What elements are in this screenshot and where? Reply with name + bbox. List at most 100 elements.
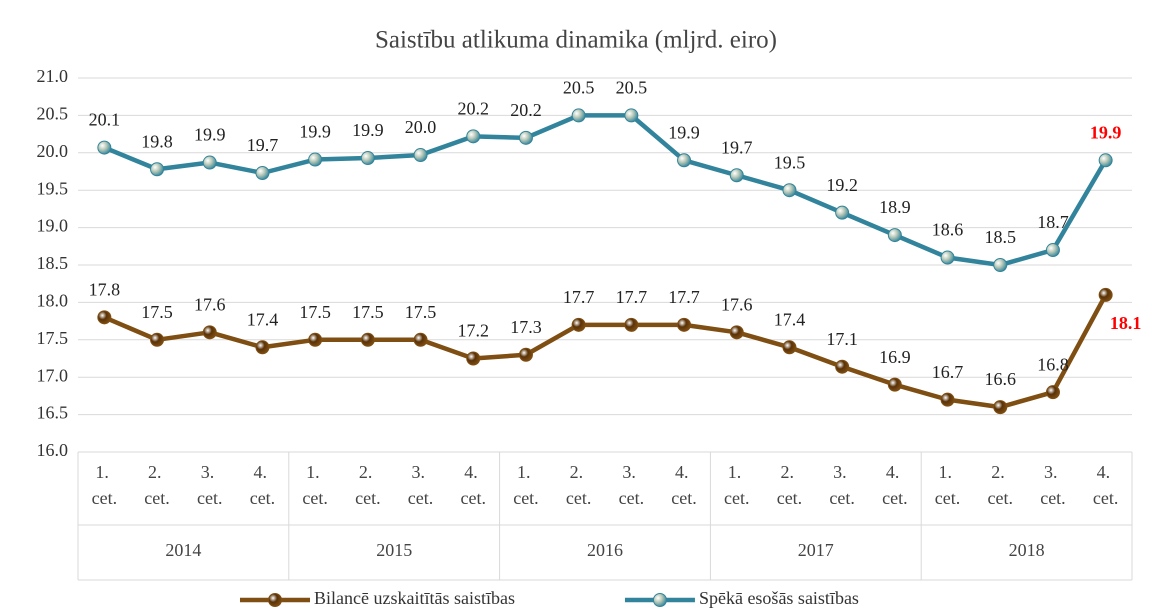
marker xyxy=(624,317,639,332)
marker xyxy=(413,148,428,163)
y-tick-label: 16.0 xyxy=(37,440,69,460)
data-label: 18.1 xyxy=(1110,313,1142,333)
marker xyxy=(202,155,217,170)
data-label: 17.7 xyxy=(616,287,648,307)
x-tick-label: 4. cet. xyxy=(671,462,696,508)
y-tick-label: 20.5 xyxy=(37,104,69,124)
marker xyxy=(308,152,323,167)
y-tick-label: 19.0 xyxy=(37,216,69,236)
marker xyxy=(1098,287,1113,302)
data-label: 17.7 xyxy=(668,287,700,307)
data-label: 19.5 xyxy=(774,152,806,172)
marker xyxy=(97,310,112,325)
data-label: 20.2 xyxy=(510,100,542,120)
marker xyxy=(993,400,1008,415)
marker xyxy=(993,258,1008,272)
data-label: 17.5 xyxy=(352,302,384,322)
y-tick-label: 16.5 xyxy=(37,403,69,423)
data-label: 17.6 xyxy=(721,294,753,314)
data-label: 19.9 xyxy=(1090,122,1122,142)
data-label: 17.4 xyxy=(774,309,806,329)
data-label: 17.4 xyxy=(247,309,279,329)
data-label: 16.6 xyxy=(985,369,1017,389)
x-tick-label: 4. cet. xyxy=(882,462,907,508)
marker xyxy=(255,165,270,180)
y-tick-label: 18.5 xyxy=(37,253,69,273)
y-tick-label: 18.0 xyxy=(37,291,69,311)
data-label: 18.9 xyxy=(879,197,911,217)
marker xyxy=(729,168,744,183)
data-label: 17.7 xyxy=(563,287,595,307)
data-label: 20.5 xyxy=(563,78,595,98)
data-label: 16.9 xyxy=(879,347,911,367)
data-label: 19.9 xyxy=(352,120,384,140)
group-label: 2014 xyxy=(165,540,201,560)
data-label: 19.9 xyxy=(668,122,700,142)
y-tick-label: 20.0 xyxy=(37,141,69,161)
marker xyxy=(255,340,270,355)
x-tick-label: 2. cet. xyxy=(566,462,591,508)
y-tick-label: 17.0 xyxy=(37,365,69,385)
marker xyxy=(887,377,902,392)
data-label: 19.2 xyxy=(826,175,858,195)
data-label: 16.7 xyxy=(932,362,964,382)
marker xyxy=(624,108,639,123)
x-tick-label: 1. cet. xyxy=(302,462,327,508)
marker xyxy=(466,129,481,144)
marker xyxy=(360,332,375,347)
marker xyxy=(729,325,744,340)
group-label: 2017 xyxy=(798,540,834,560)
data-label: 19.8 xyxy=(141,131,173,151)
data-label: 17.5 xyxy=(405,302,437,322)
marker xyxy=(150,332,165,347)
marker xyxy=(518,347,533,362)
data-label: 17.3 xyxy=(510,317,542,337)
x-tick-label: 3. cet. xyxy=(829,462,854,508)
data-label: 19.9 xyxy=(299,122,331,142)
marker xyxy=(1045,385,1060,400)
legend-label: Spēkā esošās saistības xyxy=(699,588,859,608)
series-line xyxy=(103,113,1108,268)
data-label: 17.6 xyxy=(194,294,226,314)
legend-label: Bilancē uzskaitītās saistības xyxy=(314,588,515,608)
x-tick-label: 3. cet. xyxy=(619,462,644,508)
data-label: 18.5 xyxy=(985,227,1017,247)
marker xyxy=(360,151,375,166)
data-label: 17.2 xyxy=(458,321,490,341)
marker xyxy=(466,351,481,366)
marker xyxy=(518,130,533,145)
data-label: 19.9 xyxy=(194,125,226,145)
x-tick-label: 2. cet. xyxy=(144,462,169,508)
marker xyxy=(887,228,902,243)
x-tick-label: 2. cet. xyxy=(988,462,1013,508)
x-tick-label: 4. cet. xyxy=(1093,462,1118,508)
marker xyxy=(677,153,692,168)
marker xyxy=(940,250,955,265)
x-tick-label: 4. cet. xyxy=(250,462,275,508)
y-tick-label: 19.5 xyxy=(37,178,69,198)
x-tick-label: 1. cet. xyxy=(935,462,960,508)
marker xyxy=(150,162,165,177)
marker xyxy=(782,183,797,198)
chart-title: Saistību atlikuma dinamika (mljrd. eiro) xyxy=(375,27,777,54)
marker xyxy=(835,359,850,374)
series-line xyxy=(103,293,1108,410)
marker xyxy=(835,205,850,220)
marker xyxy=(940,392,955,407)
legend-marker xyxy=(652,593,667,607)
group-label: 2015 xyxy=(376,540,412,560)
x-tick-label: 2. cet. xyxy=(777,462,802,508)
data-label: 17.5 xyxy=(141,302,173,322)
data-label: 17.8 xyxy=(89,279,121,299)
data-label: 16.8 xyxy=(1037,354,1069,374)
x-tick-label: 1. cet. xyxy=(513,462,538,508)
x-tick-label: 1. cet. xyxy=(724,462,749,508)
x-tick-label: 1. cet. xyxy=(92,462,117,508)
y-tick-label: 17.5 xyxy=(37,328,69,348)
data-label: 19.7 xyxy=(247,135,279,155)
marker xyxy=(782,340,797,355)
marker xyxy=(677,317,692,332)
marker xyxy=(97,140,112,155)
data-label: 18.7 xyxy=(1037,212,1069,232)
